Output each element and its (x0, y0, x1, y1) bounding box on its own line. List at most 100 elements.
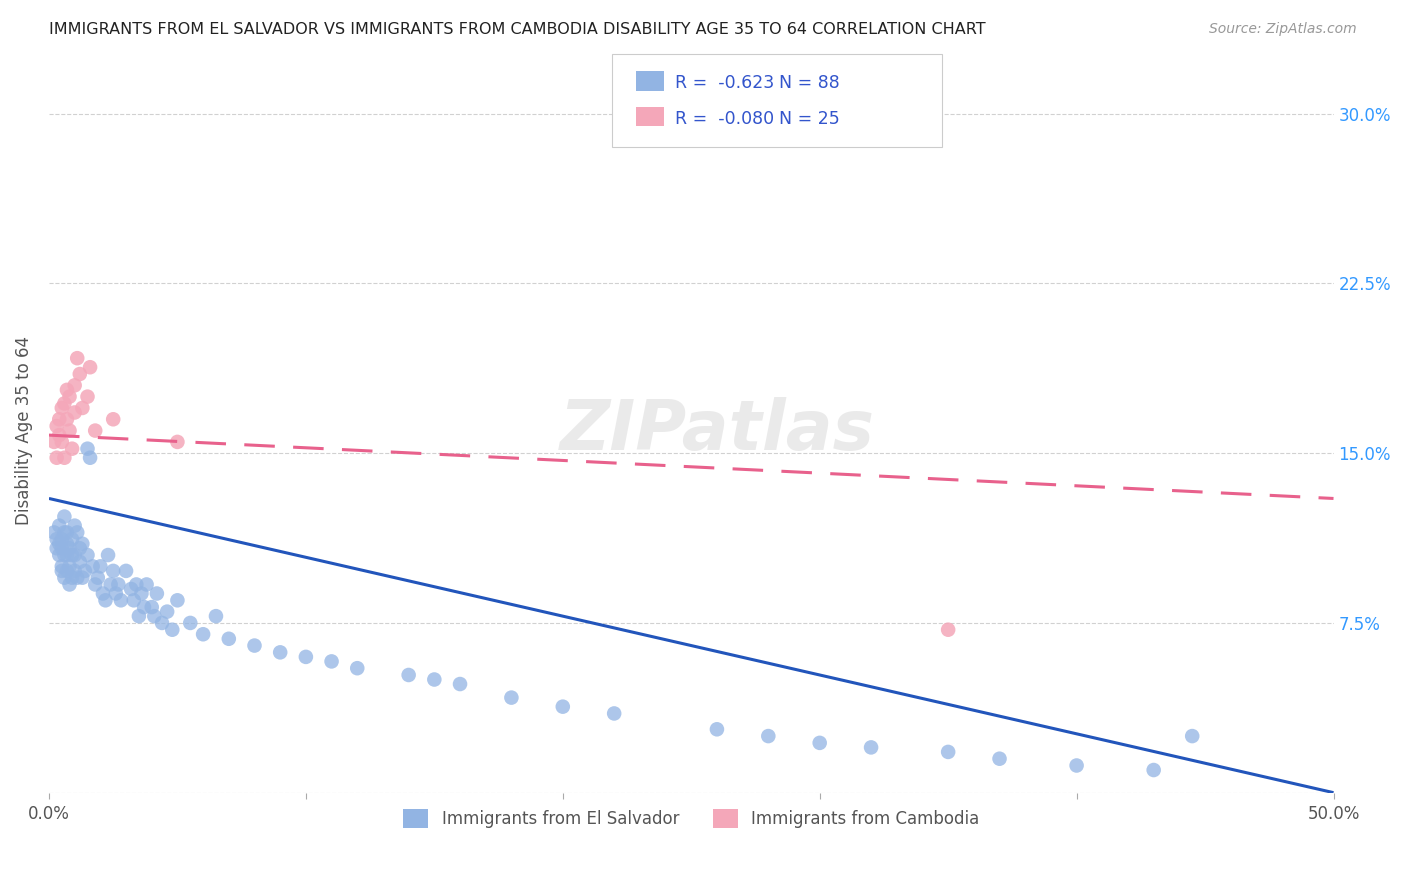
Point (82, 559, 104, 574)
Point (321, 654, 343, 668)
Text: R =  -0.080: R = -0.080 (675, 110, 775, 128)
Text: ZIPatlas: ZIPatlas (560, 397, 875, 464)
Point (205, 609, 228, 624)
Point (100, 577, 122, 591)
Point (89, 559, 111, 574)
Point (132, 600, 155, 615)
Point (76, 548, 98, 562)
Point (56, 548, 79, 562)
Point (42, 434, 65, 449)
Point (107, 577, 129, 591)
Point (56, 537, 79, 551)
Point (42, 525, 65, 540)
Point (51, 434, 73, 449)
Point (56, 525, 79, 540)
Point (120, 582, 142, 596)
Point (58, 577, 80, 591)
Point (162, 623, 184, 637)
Point (45, 450, 67, 465)
Point (69, 541, 91, 556)
Point (58, 390, 80, 404)
Point (218, 632, 240, 646)
Point (103, 412, 125, 426)
Point (51, 541, 73, 556)
Point (501, 690, 523, 705)
Point (72, 401, 94, 415)
Point (72, 537, 94, 551)
Point (706, 723, 728, 737)
Point (398, 668, 420, 682)
Point (94, 593, 117, 607)
Point (60, 442, 83, 456)
Point (91, 586, 114, 600)
Text: R =  -0.623: R = -0.623 (675, 74, 775, 92)
Point (48, 548, 70, 562)
Point (69, 367, 91, 381)
Point (63, 564, 86, 578)
Point (51, 401, 73, 415)
Point (45, 419, 67, 434)
Point (48, 428, 70, 442)
Point (69, 555, 91, 569)
Point (60, 532, 83, 546)
Point (63, 405, 86, 419)
Point (63, 548, 86, 562)
Point (179, 615, 201, 630)
Point (53, 548, 76, 562)
Point (51, 532, 73, 546)
Point (76, 390, 98, 404)
Point (449, 677, 471, 691)
Point (53, 571, 76, 585)
Point (936, 745, 959, 759)
Point (73, 564, 96, 578)
Point (48, 537, 70, 551)
Point (122, 593, 145, 607)
Point (66, 571, 89, 585)
Point (58, 541, 80, 556)
Point (79, 450, 101, 465)
Point (135, 577, 157, 591)
Point (1143, 763, 1166, 777)
Point (131, 586, 153, 600)
Point (63, 518, 86, 533)
Point (756, 729, 779, 743)
Point (1066, 758, 1088, 772)
Point (603, 706, 626, 721)
Point (58, 424, 80, 438)
Point (146, 586, 169, 600)
Point (141, 600, 163, 615)
Y-axis label: Disability Age 35 to 64: Disability Age 35 to 64 (15, 336, 32, 525)
Point (51, 559, 73, 574)
Point (128, 609, 150, 624)
Point (936, 623, 959, 637)
Point (76, 442, 98, 456)
Point (243, 639, 266, 653)
Point (166, 434, 188, 449)
Text: IMMIGRANTS FROM EL SALVADOR VS IMMIGRANTS FROM CAMBODIA DISABILITY AGE 35 TO 64 : IMMIGRANTS FROM EL SALVADOR VS IMMIGRANT… (49, 22, 986, 37)
Point (191, 627, 214, 641)
Point (63, 378, 86, 392)
Point (79, 360, 101, 375)
Point (150, 615, 173, 630)
Point (808, 736, 831, 750)
Point (53, 525, 76, 540)
Point (97, 548, 120, 562)
Point (60, 548, 83, 562)
Point (48, 412, 70, 426)
Point (295, 649, 318, 664)
Text: N = 88: N = 88 (779, 74, 839, 92)
Point (988, 752, 1011, 766)
Point (423, 673, 446, 687)
Point (115, 564, 138, 578)
Point (110, 593, 132, 607)
Point (84, 424, 107, 438)
Point (48, 518, 70, 533)
Point (53, 396, 76, 410)
Text: N = 25: N = 25 (779, 110, 839, 128)
Point (551, 699, 574, 714)
Point (60, 571, 83, 585)
Point (166, 593, 188, 607)
Point (84, 577, 107, 591)
Legend: Immigrants from El Salvador, Immigrants from Cambodia: Immigrants from El Salvador, Immigrants … (396, 803, 986, 835)
Point (103, 564, 125, 578)
